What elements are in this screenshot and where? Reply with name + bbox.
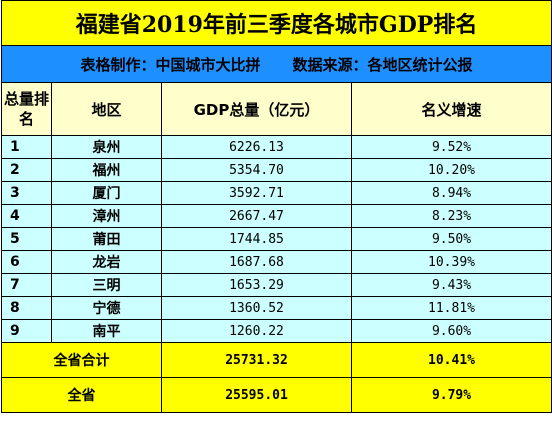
rank-cell: 4 [1, 204, 52, 228]
city-cell: 莆田 [51, 227, 162, 251]
subtitle-cell: 表格制作：中国城市大比拼 数据来源：各地区统计公报 [0, 45, 552, 83]
city-cell: 福州 [51, 158, 162, 182]
growth-cell: 10.39% [350, 250, 552, 274]
rank-cell: 1 [1, 135, 52, 159]
table-row: 9 南平 1260.22 9.60% [1, 319, 552, 343]
growth-cell: 9.60% [350, 319, 552, 343]
city-cell: 厦门 [51, 181, 162, 205]
table-row: 7 三明 1653.29 9.43% [1, 273, 552, 297]
total-label: 全省合计 [1, 342, 162, 378]
title-row: 福建省2019年前三季度各城市GDP排名 [0, 0, 552, 46]
header-region: 地区 [51, 82, 162, 136]
city-cell: 龙岩 [51, 250, 162, 274]
table-row: 8 宁德 1360.52 11.81% [1, 296, 552, 320]
gdp-cell: 1744.85 [161, 227, 352, 251]
table-title: 福建省2019年前三季度各城市GDP排名 [0, 0, 552, 46]
growth-cell: 10.20% [350, 158, 552, 182]
header-growth: 名义增速 [350, 82, 552, 136]
city-cell: 泉州 [51, 135, 162, 159]
city-cell: 三明 [51, 273, 162, 297]
gdp-cell: 1687.68 [161, 250, 352, 274]
header-row: 总量排名 地区 GDP总量（亿元） 名义增速 [1, 82, 552, 136]
rank-cell: 3 [1, 181, 52, 205]
data-source: 数据来源：各地区统计公报 [292, 55, 473, 74]
growth-cell: 9.43% [350, 273, 552, 297]
total-row: 全省合计 25731.32 10.41% [1, 342, 552, 378]
gdp-cell: 6226.13 [161, 135, 352, 159]
total-row: 全省 25595.01 9.79% [1, 377, 552, 413]
city-cell: 宁德 [51, 296, 162, 320]
growth-cell: 11.81% [350, 296, 552, 320]
total-growth: 9.79% [350, 377, 552, 413]
growth-cell: 8.94% [350, 181, 552, 205]
table-row: 3 厦门 3592.71 8.94% [1, 181, 552, 205]
table-maker: 表格制作：中国城市大比拼 [80, 55, 261, 74]
rank-cell: 6 [1, 250, 52, 274]
gdp-cell: 5354.70 [161, 158, 352, 182]
rank-cell: 9 [1, 319, 52, 343]
city-cell: 南平 [51, 319, 162, 343]
rank-cell: 2 [1, 158, 52, 182]
table-row: 2 福州 5354.70 10.20% [1, 158, 552, 182]
subtitle-row: 表格制作：中国城市大比拼 数据来源：各地区统计公报 [0, 45, 552, 83]
gdp-cell: 2667.47 [161, 204, 352, 228]
growth-cell: 9.52% [350, 135, 552, 159]
rank-cell: 7 [1, 273, 52, 297]
growth-cell: 8.23% [350, 204, 552, 228]
total-gdp: 25595.01 [161, 377, 352, 413]
city-cell: 漳州 [51, 204, 162, 228]
gdp-cell: 1653.29 [161, 273, 352, 297]
gdp-cell: 1360.52 [161, 296, 352, 320]
gdp-ranking-table: 福建省2019年前三季度各城市GDP排名 表格制作：中国城市大比拼 数据来源：各地… [0, 0, 552, 413]
rank-cell: 8 [1, 296, 52, 320]
table-row: 1 泉州 6226.13 9.52% [1, 135, 552, 159]
table-row: 5 莆田 1744.85 9.50% [1, 227, 552, 251]
gdp-cell: 3592.71 [161, 181, 352, 205]
header-gdp: GDP总量（亿元） [161, 82, 352, 136]
rank-cell: 5 [1, 227, 52, 251]
table-row: 6 龙岩 1687.68 10.39% [1, 250, 552, 274]
total-gdp: 25731.32 [161, 342, 352, 378]
growth-cell: 9.50% [350, 227, 552, 251]
gdp-cell: 1260.22 [161, 319, 352, 343]
total-growth: 10.41% [350, 342, 552, 378]
total-label: 全省 [1, 377, 162, 413]
table-row: 4 漳州 2667.47 8.23% [1, 204, 552, 228]
header-rank: 总量排名 [1, 82, 52, 136]
